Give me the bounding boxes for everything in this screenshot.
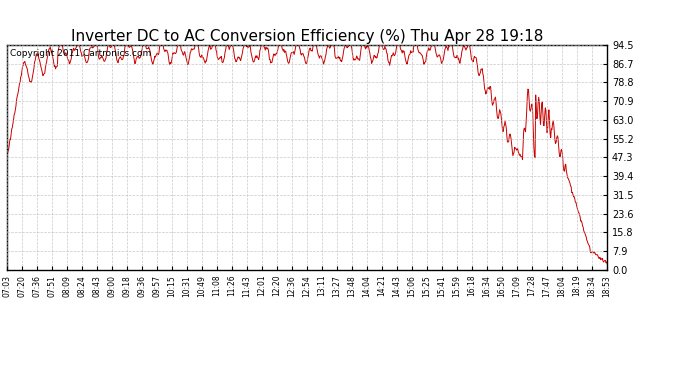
Title: Inverter DC to AC Conversion Efficiency (%) Thu Apr 28 19:18: Inverter DC to AC Conversion Efficiency …	[71, 29, 543, 44]
Text: Copyright 2011 Cartronics.com: Copyright 2011 Cartronics.com	[10, 50, 151, 58]
